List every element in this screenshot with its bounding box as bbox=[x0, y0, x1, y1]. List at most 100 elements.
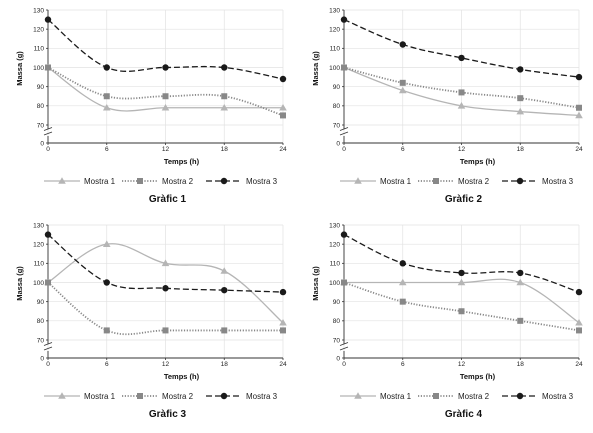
axis-break-mark bbox=[43, 127, 53, 131]
data-point-mostra-1 bbox=[516, 107, 525, 115]
x-tick-label: 0 bbox=[46, 361, 50, 368]
y-tick-label: 0 bbox=[40, 140, 44, 147]
y-axis-label: Massa (g) bbox=[15, 266, 24, 301]
data-point-mostra-3 bbox=[458, 54, 465, 62]
axis-break-mark bbox=[43, 342, 53, 346]
data-point-mostra-3 bbox=[399, 41, 406, 48]
legend-label-mostra-3: Mostra 3 bbox=[542, 392, 574, 401]
data-point-mostra-2 bbox=[45, 64, 51, 71]
y-tick-label: 120 bbox=[33, 241, 44, 248]
x-tick-label: 6 bbox=[105, 361, 109, 368]
x-axis-label: Temps (h) bbox=[460, 372, 496, 381]
x-axis-label: Temps (h) bbox=[460, 157, 496, 166]
legend-label-mostra-1: Mostra 1 bbox=[84, 392, 116, 401]
data-point-mostra-3 bbox=[162, 285, 169, 292]
y-tick-label: 130 bbox=[329, 222, 340, 229]
legend-marker-mostra-2 bbox=[433, 393, 439, 399]
data-point-mostra-2 bbox=[341, 279, 347, 286]
data-point-mostra-3 bbox=[458, 269, 465, 277]
x-tick-label: 12 bbox=[162, 146, 170, 153]
x-tick-label: 18 bbox=[221, 361, 229, 368]
y-tick-label: 90 bbox=[37, 84, 45, 91]
data-point-mostra-1 bbox=[161, 259, 170, 267]
data-point-mostra-2 bbox=[576, 104, 582, 111]
series-line-mostra-3 bbox=[343, 18, 580, 78]
axis-break-mark bbox=[339, 131, 349, 136]
legend-label-mostra-2: Mostra 2 bbox=[162, 392, 194, 401]
data-point-mostra-2 bbox=[458, 308, 465, 315]
axis-break-mark bbox=[339, 342, 349, 346]
x-tick-label: 0 bbox=[342, 361, 346, 368]
legend-marker-mostra-3 bbox=[220, 392, 228, 400]
x-tick-label: 18 bbox=[517, 146, 525, 153]
legend-label-mostra-3: Mostra 3 bbox=[542, 177, 574, 186]
data-point-mostra-2 bbox=[517, 317, 524, 324]
data-point-mostra-3 bbox=[103, 279, 110, 286]
axis-break-mark bbox=[339, 346, 349, 351]
y-tick-label: 100 bbox=[329, 280, 340, 287]
data-point-mostra-1 bbox=[575, 111, 583, 119]
y-tick-label: 70 bbox=[37, 122, 45, 129]
legend-marker-mostra-2 bbox=[137, 393, 143, 399]
data-point-mostra-1 bbox=[398, 86, 407, 94]
data-point-mostra-3 bbox=[399, 260, 406, 267]
data-point-mostra-2 bbox=[103, 327, 110, 334]
y-tick-label: 120 bbox=[329, 26, 340, 33]
y-axis-label: Massa (g) bbox=[15, 51, 24, 86]
x-tick-label: 6 bbox=[401, 146, 405, 153]
chart-panel-4: 0 70 80 90 100 110 120 130 0 6 12 18 24 Temps (h) Mass… bbox=[311, 222, 583, 420]
x-tick-label: 24 bbox=[279, 361, 287, 368]
data-point-mostra-2 bbox=[399, 298, 406, 305]
y-axis-label: Massa (g) bbox=[311, 51, 320, 86]
legend-label-mostra-3: Mostra 3 bbox=[246, 177, 278, 186]
y-tick-label: 110 bbox=[34, 46, 45, 53]
x-tick-label: 6 bbox=[401, 361, 405, 368]
data-point-mostra-3 bbox=[340, 231, 348, 238]
series-line-mostra-3 bbox=[343, 233, 580, 293]
y-tick-label: 0 bbox=[40, 355, 44, 362]
data-point-mostra-3 bbox=[517, 269, 524, 277]
data-point-mostra-3 bbox=[44, 16, 52, 23]
axis-break-mark bbox=[43, 131, 53, 136]
data-point-mostra-3 bbox=[221, 64, 228, 71]
data-point-mostra-1 bbox=[516, 278, 525, 286]
data-point-mostra-3 bbox=[162, 64, 169, 71]
legend-marker-mostra-2 bbox=[433, 178, 439, 184]
y-tick-label: 90 bbox=[333, 299, 341, 306]
x-tick-label: 12 bbox=[458, 361, 466, 368]
legend-label-mostra-2: Mostra 2 bbox=[458, 177, 490, 186]
y-tick-label: 90 bbox=[37, 299, 45, 306]
data-point-mostra-3 bbox=[103, 64, 110, 71]
axis-break-mark bbox=[43, 346, 53, 351]
data-point-mostra-2 bbox=[162, 327, 169, 334]
legend-marker-mostra-2 bbox=[137, 178, 143, 184]
data-point-mostra-1 bbox=[220, 103, 229, 111]
chart-title: Gràfic 1 bbox=[149, 194, 187, 205]
data-point-mostra-2 bbox=[221, 93, 228, 100]
data-point-mostra-2 bbox=[399, 79, 406, 86]
data-point-mostra-1 bbox=[161, 103, 170, 111]
data-point-mostra-3 bbox=[340, 16, 348, 23]
legend-marker-mostra-1 bbox=[58, 392, 66, 399]
chart-title: Gràfic 3 bbox=[149, 409, 187, 420]
chart-title: Gràfic 2 bbox=[445, 194, 483, 205]
legend-marker-mostra-3 bbox=[516, 177, 524, 185]
x-tick-label: 12 bbox=[162, 361, 170, 368]
y-tick-label: 100 bbox=[33, 280, 44, 287]
chart-panel-3: 0 70 80 90 100 110 120 130 0 6 12 18 24 Temps (h) Mass… bbox=[15, 222, 287, 420]
chart-panel-1: 0 70 80 90 100 110 120 130 0 6 12 18 24 Temps (h) Mass… bbox=[15, 7, 287, 205]
y-tick-label: 130 bbox=[33, 7, 44, 14]
y-tick-label: 80 bbox=[333, 318, 341, 325]
legend-marker-mostra-1 bbox=[58, 177, 66, 184]
data-point-mostra-2 bbox=[280, 327, 286, 334]
data-point-mostra-2 bbox=[45, 279, 51, 286]
data-point-mostra-1 bbox=[457, 278, 466, 286]
data-point-mostra-1 bbox=[102, 103, 111, 111]
legend-label-mostra-1: Mostra 1 bbox=[380, 177, 412, 186]
y-tick-label: 110 bbox=[330, 46, 341, 53]
x-tick-label: 18 bbox=[221, 146, 229, 153]
data-point-mostra-1 bbox=[398, 278, 407, 286]
x-tick-label: 0 bbox=[46, 146, 50, 153]
legend-label-mostra-2: Mostra 2 bbox=[162, 177, 194, 186]
